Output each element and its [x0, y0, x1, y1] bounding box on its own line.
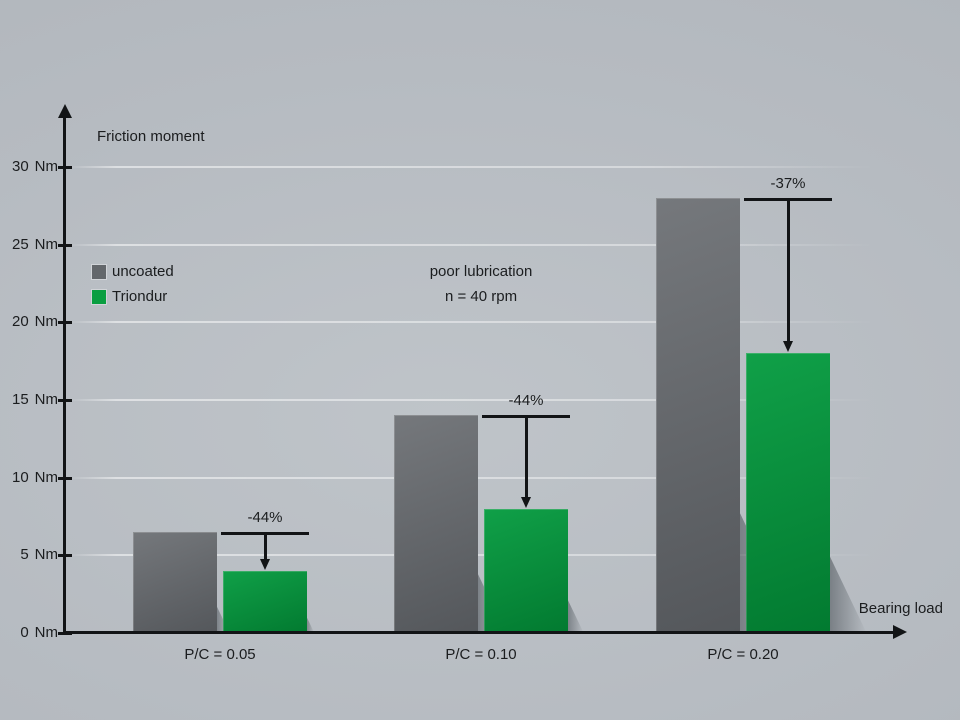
- x-axis-arrowhead-icon: [893, 625, 907, 639]
- legend-label-uncoated: uncoated: [112, 263, 174, 280]
- y-tick-value: 20: [11, 313, 29, 331]
- reduction-line: [482, 415, 570, 419]
- reduction-arrowhead-icon: [521, 496, 531, 508]
- gridline: [68, 321, 874, 324]
- reduction-arrow-stem: [263, 534, 267, 559]
- y-tick-label: 5 Nm: [0, 546, 58, 564]
- y-tick-unit: Nm: [34, 313, 58, 331]
- y-tick-unit: Nm: [34, 390, 58, 408]
- reduction-arrow-stem: [524, 418, 528, 497]
- reduction-label: -37%: [770, 174, 806, 192]
- reduction-label: -44%: [508, 392, 544, 410]
- gridline: [68, 398, 874, 401]
- y-tick-label: 0 Nm: [0, 624, 58, 642]
- reduction-arrowhead-icon: [783, 341, 793, 353]
- y-tick-value: 5: [20, 546, 29, 564]
- reduction-arrow-stem: [786, 200, 790, 342]
- category-label: P/C = 0.20: [707, 646, 779, 663]
- legend-swatch-uncoated: [92, 265, 106, 279]
- y-axis-line: [63, 116, 66, 635]
- condition-note: poor lubrication n = 40 rpm: [351, 263, 611, 306]
- bar-shadow: [829, 554, 867, 633]
- gridline: [68, 165, 874, 168]
- category-label: P/C = 0.10: [445, 646, 517, 663]
- legend-item-triondur: Triondur: [92, 288, 174, 306]
- bar-triondur: [746, 353, 830, 633]
- bar-shadow: [306, 615, 315, 633]
- x-axis-line: [63, 631, 894, 634]
- y-tick-unit: Nm: [34, 546, 58, 564]
- y-tick-unit: Nm: [34, 157, 58, 175]
- legend-label-triondur: Triondur: [112, 288, 168, 305]
- condition-line-1: poor lubrication: [429, 263, 533, 280]
- y-tick-unit: Nm: [34, 468, 58, 486]
- y-tick-value: 15: [11, 390, 29, 408]
- bar-triondur: [484, 508, 568, 633]
- bar-uncoated: [656, 197, 740, 633]
- condition-line-2: n = 40 rpm: [444, 288, 518, 305]
- y-tick-label: 20 Nm: [0, 313, 58, 331]
- legend-item-uncoated: uncoated: [92, 263, 174, 281]
- reduction-arrowhead-icon: [260, 558, 270, 570]
- gridline: [68, 243, 874, 246]
- bar-shadow: [567, 598, 584, 633]
- legend: uncoated Triondur: [92, 263, 174, 306]
- y-tick-label: 15 Nm: [0, 391, 58, 409]
- y-tick-label: 10 Nm: [0, 469, 58, 487]
- chart-title: Friction moment: [97, 128, 205, 145]
- bar-uncoated: [394, 415, 478, 633]
- legend-swatch-triondur: [92, 290, 106, 304]
- reduction-line: [221, 531, 309, 535]
- bar-uncoated: [133, 531, 217, 633]
- reduction-label: -44%: [247, 508, 283, 526]
- reduction-line: [744, 197, 832, 201]
- y-tick-label: 30 Nm: [0, 158, 58, 176]
- y-tick-value: 30: [11, 157, 29, 175]
- bar-triondur: [223, 570, 307, 633]
- category-label: P/C = 0.05: [184, 646, 256, 663]
- y-tick-label: 25 Nm: [0, 236, 58, 254]
- y-tick-value: 10: [11, 468, 29, 486]
- y-tick-value: 25: [11, 235, 29, 253]
- y-axis-arrowhead-icon: [58, 104, 72, 118]
- y-tick-unit: Nm: [34, 624, 58, 641]
- y-tick-unit: Nm: [34, 235, 58, 253]
- y-tick-value: 0: [20, 624, 29, 641]
- x-axis-title: Bearing load: [858, 600, 943, 617]
